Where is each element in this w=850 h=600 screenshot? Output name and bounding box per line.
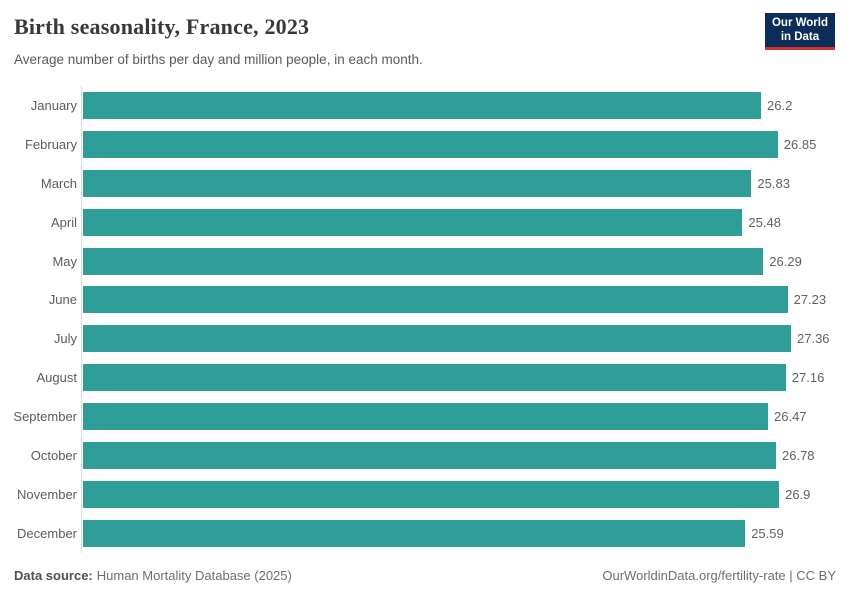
- owid-logo-line1: Our World: [771, 17, 828, 29]
- bar-area: 26.78: [83, 442, 815, 470]
- bar[interactable]: [83, 130, 778, 158]
- bar-area: 25.48: [83, 208, 781, 236]
- bar-row: November 26.9: [0, 475, 850, 514]
- bar[interactable]: [83, 519, 746, 547]
- bar-chart: January 26.2 February 26.85 March 25.83 …: [0, 86, 850, 553]
- bar[interactable]: [83, 364, 786, 392]
- bar-area: 27.23: [83, 286, 827, 314]
- bar-area: 26.9: [83, 481, 811, 509]
- category-label: April: [50, 214, 77, 230]
- page-title: Birth seasonality, France, 2023: [14, 14, 310, 39]
- chart-subtitle: Average number of births per day and mil…: [14, 52, 423, 67]
- bar-chart-rows: January 26.2 February 26.85 March 25.83 …: [0, 86, 850, 553]
- value-label: 26.85: [783, 136, 817, 152]
- category-label: February: [24, 136, 77, 152]
- bar[interactable]: [83, 403, 768, 431]
- category-label: December: [17, 525, 77, 541]
- bar-area: 25.59: [83, 519, 784, 547]
- category-label: June: [48, 292, 77, 308]
- value-label: 25.48: [748, 214, 781, 230]
- bar[interactable]: [83, 442, 776, 470]
- category-label: March: [40, 175, 77, 191]
- category-label: January: [30, 97, 77, 113]
- owid-logo[interactable]: Our World in Data: [764, 13, 835, 50]
- value-label: 26.78: [782, 448, 815, 464]
- category-label: November: [17, 487, 77, 503]
- value-label: 27.36: [797, 331, 830, 347]
- bar-area: 26.29: [83, 247, 802, 275]
- bar-area: 27.16: [83, 364, 825, 392]
- data-source-label: Data source:: [14, 568, 93, 583]
- bar-row: December 25.59: [0, 514, 850, 553]
- value-label: 27.23: [793, 292, 827, 308]
- credit-url[interactable]: OurWorldinData.org/fertility-rate: [602, 568, 786, 583]
- bar[interactable]: [83, 208, 743, 236]
- data-source-value: Human Mortality Database (2025): [96, 568, 292, 583]
- category-label: July: [53, 331, 77, 347]
- value-label: 25.83: [757, 175, 790, 191]
- y-axis-line: [81, 86, 82, 553]
- bar-row: September 26.47: [0, 397, 850, 436]
- bar-area: 27.36: [83, 325, 830, 353]
- bar-area: 25.83: [83, 169, 790, 197]
- chart-footer: Data source: Human Mortality Database (20…: [14, 568, 836, 583]
- bar-row: July 27.36: [0, 319, 850, 358]
- bar-row: April 25.48: [0, 203, 850, 242]
- bar[interactable]: [83, 91, 761, 119]
- category-label: September: [13, 409, 77, 425]
- owid-logo-line2: in Data: [780, 30, 820, 43]
- value-label: 26.2: [767, 97, 793, 113]
- bar-area: 26.2: [83, 91, 793, 119]
- bar-row: January 26.2: [0, 86, 850, 125]
- value-label: 25.59: [751, 525, 784, 541]
- bar[interactable]: [83, 481, 780, 509]
- bar-row: August 27.16: [0, 358, 850, 397]
- bar-area: 26.47: [83, 403, 807, 431]
- bar-row: February 26.85: [0, 125, 850, 164]
- credit-license: | CC BY: [785, 568, 836, 583]
- value-label: 26.29: [769, 253, 802, 269]
- credit: OurWorldinData.org/fertility-rate | CC B…: [602, 568, 836, 583]
- bar[interactable]: [83, 325, 791, 353]
- data-source: Data source: Human Mortality Database (20…: [14, 568, 292, 583]
- bar[interactable]: [83, 169, 752, 197]
- category-label: August: [36, 370, 77, 386]
- bar-area: 26.85: [83, 130, 817, 158]
- value-label: 26.9: [785, 487, 811, 503]
- bar-row: March 25.83: [0, 164, 850, 203]
- bar-row: June 27.23: [0, 281, 850, 320]
- bar[interactable]: [83, 286, 788, 314]
- category-label: May: [52, 253, 77, 269]
- category-label: October: [30, 448, 77, 464]
- bar-row: May 26.29: [0, 242, 850, 281]
- value-label: 27.16: [791, 370, 825, 386]
- bar-row: October 26.78: [0, 436, 850, 475]
- value-label: 26.47: [774, 409, 807, 425]
- bar[interactable]: [83, 247, 764, 275]
